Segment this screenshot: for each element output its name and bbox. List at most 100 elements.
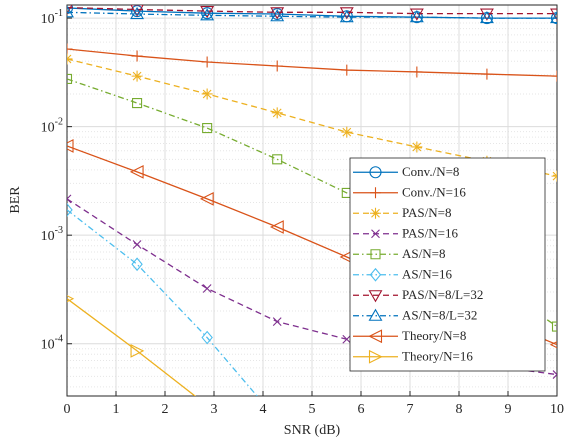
legend-label: PAS/N=16 [402, 226, 458, 241]
series-line [67, 78, 557, 328]
marker [201, 88, 213, 100]
marker [67, 5, 74, 18]
marker [67, 53, 73, 65]
y-tick-label: 10-2 [41, 117, 63, 136]
series-line [67, 6, 557, 15]
legend-marker [368, 329, 383, 344]
marker [201, 7, 214, 20]
legend: Conv./N=8 Conv./N=16 PAS/N=8 PAS/N=16 AS/N=8… [349, 157, 546, 372]
x-tick-label: 4 [260, 402, 267, 417]
x-tick-label: 2 [162, 402, 169, 417]
y-axis-label: BER [8, 186, 23, 214]
marker [67, 73, 73, 84]
legend-marker [371, 229, 380, 239]
marker [201, 330, 213, 345]
y-tick-label: 10-4 [41, 334, 63, 353]
legend-label: PAS/N=8 [402, 205, 452, 220]
marker [270, 9, 285, 22]
marker [131, 50, 143, 62]
x-tick-label: 3 [211, 402, 218, 417]
marker [341, 126, 353, 138]
marker [271, 60, 283, 72]
marker [550, 12, 557, 25]
marker [481, 68, 493, 80]
series-line [67, 298, 197, 396]
marker [132, 97, 143, 109]
marker [272, 154, 283, 165]
x-tick-label: 8 [456, 402, 463, 417]
marker [67, 5, 73, 15]
marker [479, 10, 494, 24]
series-line [67, 48, 557, 77]
legend-marker [370, 249, 381, 260]
marker [409, 10, 424, 23]
marker [342, 334, 352, 344]
legend-label: Theory/N=8 [402, 328, 466, 343]
x-tick-label: 7 [407, 402, 414, 417]
legend-marker [368, 290, 383, 303]
legend-label: AS/N=8/L=32 [402, 308, 477, 323]
legend-marker [369, 267, 382, 282]
marker [200, 8, 215, 21]
marker [551, 70, 557, 82]
marker [67, 194, 72, 204]
marker [270, 7, 285, 20]
marker [551, 321, 557, 332]
legend-marker [370, 187, 381, 199]
marker [130, 343, 145, 358]
x-tick-label: 9 [505, 402, 512, 417]
marker [130, 5, 144, 17]
marker [67, 43, 73, 55]
x-tick-label: 1 [113, 402, 120, 417]
marker [271, 7, 284, 21]
marker [411, 66, 423, 78]
x-tick-label: 6 [358, 402, 365, 417]
marker [67, 203, 73, 217]
marker [341, 64, 353, 76]
marker [409, 8, 424, 21]
marker [551, 170, 557, 182]
marker [272, 414, 282, 426]
legend-marker [369, 166, 382, 179]
legend-box [349, 157, 546, 372]
legend-marker [370, 207, 381, 219]
legend-label: Conv./N=8 [402, 164, 459, 179]
marker [67, 139, 74, 153]
legend-marker [368, 308, 383, 321]
marker [131, 257, 143, 272]
marker [129, 164, 144, 179]
marker [552, 370, 557, 379]
series-line [67, 209, 258, 396]
marker [132, 240, 142, 249]
marker [269, 220, 284, 234]
marker [550, 8, 557, 21]
marker [479, 8, 494, 21]
x-tick-label: 0 [64, 402, 71, 417]
x-tick-label: 10 [550, 402, 564, 417]
marker [202, 284, 212, 293]
marker [199, 191, 214, 206]
marker [200, 6, 215, 19]
legend-label: AS/N=16 [402, 267, 452, 282]
marker [202, 123, 213, 134]
marker [272, 317, 282, 326]
marker [550, 10, 557, 24]
legend-label: PAS/N=8/L=32 [402, 287, 483, 302]
marker [339, 10, 354, 23]
x-tick-label: 5 [309, 402, 316, 417]
series-line [67, 11, 557, 19]
marker [411, 141, 423, 153]
axes-box [66, 4, 558, 397]
y-tick-label: 10-3 [41, 225, 63, 244]
legend-label: Conv./N=16 [402, 185, 466, 200]
legend-label: Theory/N=16 [402, 349, 473, 364]
marker [339, 7, 354, 20]
marker [131, 70, 143, 82]
legend-label: AS/N=8 [402, 246, 445, 261]
legend-marker [368, 349, 383, 364]
series-layer [67, 5, 557, 426]
marker [201, 56, 213, 68]
x-axis-label: SNR (dB) [284, 423, 341, 438]
marker [130, 6, 145, 20]
